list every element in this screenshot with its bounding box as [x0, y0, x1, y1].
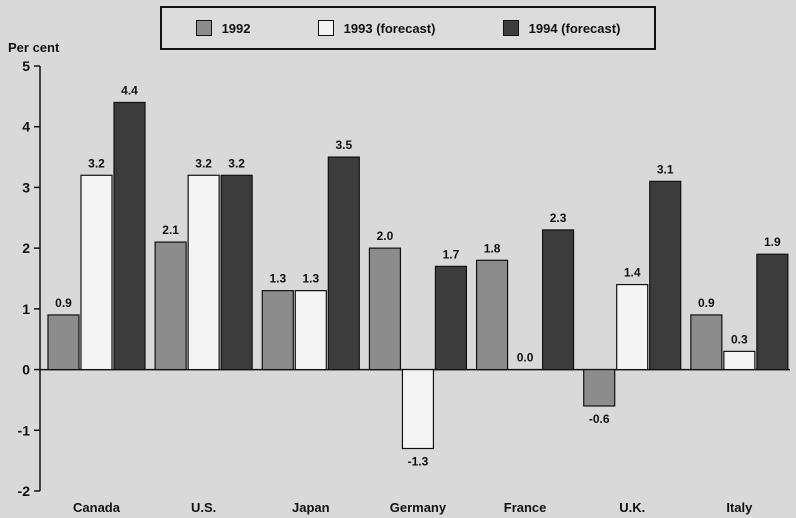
data-label-germany-2: 1.7	[443, 247, 460, 261]
data-label-france-2: 2.3	[550, 211, 567, 225]
data-label-italy-2: 1.9	[764, 235, 781, 249]
data-label-us-2: 3.2	[228, 156, 245, 170]
bar-italy-0	[690, 314, 723, 371]
data-label-france-0: 1.8	[484, 241, 501, 255]
bar-canada-0	[47, 314, 80, 371]
y-tick-label-1: -1	[18, 422, 31, 438]
data-label-canada-0: 0.9	[55, 296, 72, 310]
bar-canada-2	[113, 101, 146, 371]
data-label-france-1: 0.0	[517, 351, 534, 365]
y-tick-label-5: 3	[22, 179, 30, 195]
bar-japan-2	[327, 156, 360, 371]
data-label-japan-2: 3.5	[335, 138, 352, 152]
data-label-germany-1: -1.3	[408, 455, 429, 469]
data-label-uk-2: 3.1	[657, 162, 674, 176]
legend-swatch-1994	[502, 20, 519, 36]
bar-italy-1	[723, 350, 756, 371]
bar-uk-0	[583, 368, 616, 407]
data-label-japan-1: 1.3	[302, 272, 319, 286]
y-tick-label-6: 4	[22, 119, 30, 135]
legend-item-1994: 1994 (forecast)	[502, 20, 621, 36]
category-label-france: France	[504, 500, 547, 515]
bar-uk-2	[649, 180, 682, 371]
data-label-italy-1: 0.3	[731, 332, 748, 346]
y-axis-label: Per cent	[8, 40, 60, 55]
legend-swatch-1992	[195, 20, 212, 36]
category-label-germany: Germany	[390, 500, 447, 515]
data-label-us-0: 2.1	[162, 223, 179, 237]
bar-us-0	[154, 241, 187, 371]
bar-italy-2	[756, 253, 789, 371]
legend-label-1992: 1992	[221, 20, 251, 36]
legend: 1992 1993 (forecast) 1994 (forecast)	[160, 6, 656, 50]
data-label-italy-0: 0.9	[698, 296, 715, 310]
bar-japan-1	[294, 290, 327, 371]
bar-germany-2	[434, 265, 468, 371]
legend-item-1993: 1993 (forecast)	[317, 20, 436, 36]
bar-japan-0	[261, 290, 294, 371]
bar-germany-1	[401, 368, 435, 450]
bar-uk-1	[616, 283, 649, 371]
y-tick-label-7: 5	[22, 58, 30, 74]
legend-swatch-1993	[317, 20, 334, 36]
category-label-japan: Japan	[292, 500, 330, 515]
data-label-us-1: 3.2	[195, 156, 212, 170]
bar-france-2	[541, 229, 575, 371]
bar-france-0	[475, 259, 509, 371]
category-label-italy: Italy	[726, 500, 753, 515]
bar-germany-0	[368, 247, 402, 371]
y-tick-label-2: 0	[22, 362, 30, 378]
data-label-uk-1: 1.4	[624, 266, 641, 280]
legend-item-1992: 1992	[195, 20, 251, 36]
data-label-canada-2: 4.4	[121, 83, 138, 97]
legend-label-1994: 1994 (forecast)	[528, 20, 621, 36]
y-tick-label-4: 2	[22, 240, 30, 256]
legend-label-1993: 1993 (forecast)	[343, 20, 436, 36]
y-tick-label-3: 1	[22, 301, 30, 317]
bar-canada-1	[80, 174, 113, 371]
category-label-uk: U.K.	[619, 500, 645, 515]
y-tick-label-0: -2	[18, 483, 31, 499]
category-label-canada: Canada	[73, 500, 121, 515]
data-label-uk-0: -0.6	[589, 412, 610, 426]
category-label-us: U.S.	[191, 500, 216, 515]
data-label-germany-0: 2.0	[377, 229, 394, 243]
bar-us-1	[187, 174, 220, 371]
bar-us-2	[220, 174, 253, 371]
data-label-canada-1: 3.2	[88, 156, 105, 170]
data-label-japan-0: 1.3	[269, 272, 286, 286]
